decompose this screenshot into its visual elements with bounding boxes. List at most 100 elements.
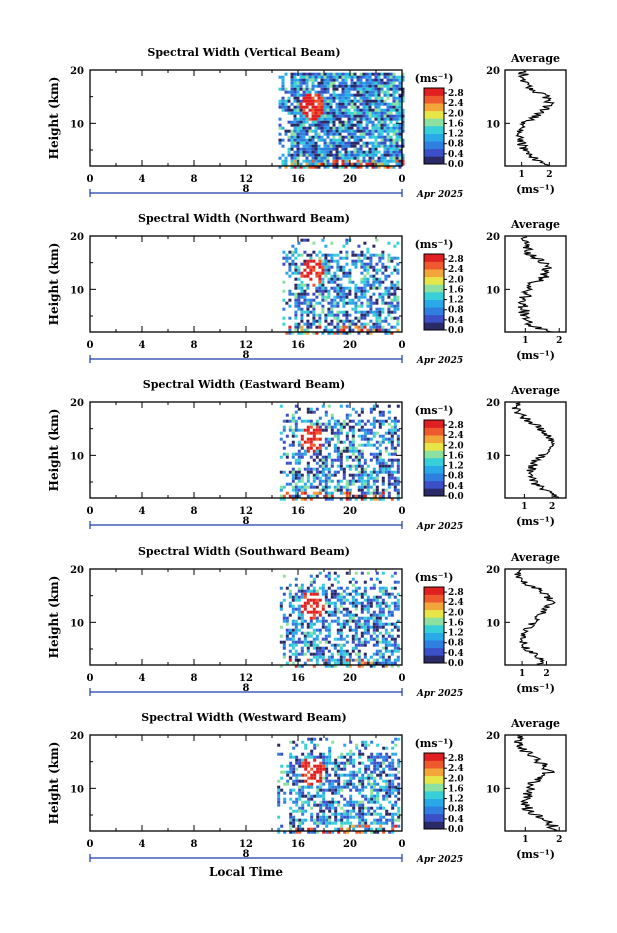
heatmap-cell: [297, 622, 301, 626]
heatmap-cell: [336, 595, 340, 599]
heatmap-cell: [345, 241, 349, 245]
heatmap-cell: [358, 806, 362, 810]
heatmap-cell: [386, 165, 390, 169]
heatmap-cell: [291, 619, 295, 623]
heatmap-cell: [321, 292, 325, 296]
heatmap-cell: [296, 129, 300, 133]
heatmap-cell: [312, 628, 316, 632]
heatmap-cell: [387, 304, 391, 308]
heatmap-cell: [397, 791, 401, 795]
heatmap-cell: [342, 295, 346, 299]
heatmap-cell: [316, 779, 320, 783]
heatmap-cell: [372, 494, 376, 498]
heatmap-cell: [294, 271, 298, 275]
colorbar-segment: [424, 141, 444, 150]
heatmap-cell: [299, 162, 303, 166]
heatmap-cell: [321, 479, 325, 483]
heatmap-cell: [349, 752, 353, 756]
heatmap-cell: [382, 767, 386, 771]
heatmap-cell: [396, 440, 400, 444]
heatmap-cell: [301, 809, 305, 813]
heatmap-cell: [290, 120, 294, 124]
heatmap-cell: [366, 331, 370, 335]
heatmap-cell: [310, 815, 314, 819]
heatmap-cell: [390, 419, 394, 423]
heatmap-cell: [354, 643, 358, 647]
heatmap-cell: [378, 325, 382, 329]
heatmap-cell: [291, 416, 295, 420]
heatmap-cell: [302, 117, 306, 121]
heatmap-cell: [307, 830, 311, 834]
heatmap-cell: [389, 93, 393, 97]
heatmap-cell: [349, 776, 353, 780]
heatmap-cell: [277, 797, 281, 801]
heatmap-cell: [360, 661, 364, 665]
heatmap-cell: [306, 286, 310, 290]
heatmap-cell: [299, 147, 303, 151]
heatmap-cell: [380, 153, 384, 157]
heatmap-cell: [296, 105, 300, 109]
heatmap-cell: [394, 776, 398, 780]
heatmap-cell: [293, 99, 297, 103]
heatmap-cell: [323, 144, 327, 148]
heatmap-cell: [308, 135, 312, 139]
heatmap-cell: [322, 803, 326, 807]
heatmap-cell: [373, 797, 377, 801]
heatmap-cell: [313, 821, 317, 825]
heatmap-cell: [318, 422, 322, 426]
colorbar-segment: [424, 775, 444, 784]
heatmap-cell: [365, 144, 369, 148]
heatmap-cell: [366, 628, 370, 632]
heatmap-cell: [360, 634, 364, 638]
heatmap-cell: [297, 301, 301, 305]
heatmap-cell: [382, 797, 386, 801]
heatmap-cell: [375, 458, 379, 462]
heatmap-cell: [318, 443, 322, 447]
heatmap-cell: [333, 304, 337, 308]
heatmap-cell: [362, 132, 366, 136]
heatmap-cell: [367, 827, 371, 831]
heatmap-cell: [345, 610, 349, 614]
heatmap-cell: [374, 138, 378, 142]
colorbar-tick-label: 1.6: [448, 119, 464, 129]
heatmap-cell: [326, 153, 330, 157]
heatmap-cell: [303, 449, 307, 453]
heatmap-cell: [371, 159, 375, 163]
colorbar-segment: [424, 435, 444, 444]
heatmap-cell: [298, 779, 302, 783]
heatmap-cell: [378, 328, 382, 332]
colorbar-segment: [424, 269, 444, 278]
heatmap-cell: [349, 779, 353, 783]
heatmap-cell: [360, 443, 364, 447]
heatmap-cell: [318, 655, 322, 659]
heatmap-cell: [370, 800, 374, 804]
heatmap-cell: [279, 488, 283, 492]
heatmap-cell: [375, 262, 379, 266]
heatmap-cell: [381, 307, 385, 311]
heatmap-cell: [314, 120, 318, 124]
heatmap-cell: [353, 147, 357, 151]
heatmap-cell: [341, 93, 345, 97]
heatmap-cell: [368, 162, 372, 166]
heatmap-cell: [333, 449, 337, 453]
heatmap-cell: [393, 256, 397, 260]
heatmap-cell: [296, 120, 300, 124]
heatmap-cell: [377, 96, 381, 100]
heatmap-cell: [341, 78, 345, 82]
heatmap-cell: [354, 580, 358, 584]
heatmap-cell: [360, 292, 364, 296]
heatmap-cell: [333, 325, 337, 329]
heatmap-cell: [350, 93, 354, 97]
colorbar-segment: [424, 791, 444, 799]
heatmap-cell: [390, 610, 394, 614]
heatmap-cell: [326, 126, 330, 130]
heatmap-cell: [324, 256, 328, 260]
heatmap-cell: [342, 313, 346, 317]
heatmap-cell: [387, 464, 391, 468]
heatmap-cell: [313, 803, 317, 807]
heatmap-cell: [398, 102, 402, 106]
heatmap-cell: [290, 87, 294, 91]
heatmap-cell: [373, 812, 377, 816]
heatmap-cell: [372, 637, 376, 641]
heatmap-cell: [328, 773, 332, 777]
